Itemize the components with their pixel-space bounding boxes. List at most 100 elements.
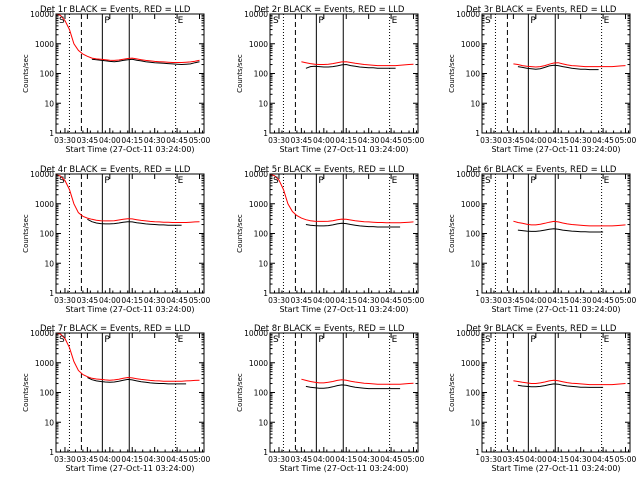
panel-title: Det 7r BLACK = Events, RED = LLD: [40, 324, 191, 334]
y-tick-label: 10000: [30, 170, 54, 179]
detector-panel: Det 1r BLACK = Events, RED = LLD 1 10 100 10…: [22, 5, 211, 154]
x-tick-label: 05:00: [403, 136, 425, 145]
marker-letter: P: [104, 335, 110, 345]
marker-letter: P: [104, 16, 110, 26]
panel-title: Det 2r BLACK = Events, RED = LLD: [254, 5, 405, 15]
marker-letter: S: [273, 335, 279, 345]
y-tick-label: 100: [466, 389, 481, 398]
y-tick-label: 1: [475, 448, 480, 457]
x-tick-label: 04:00: [525, 136, 547, 145]
y-tick-label: 10000: [456, 10, 480, 19]
x-tick-label: 05:00: [403, 455, 425, 464]
y-tick-label: 1000: [249, 359, 268, 368]
x-axis-title: Start Time (27-Oct-11 03:24:00): [65, 145, 194, 154]
x-tick-label: 04:00: [313, 136, 335, 145]
y-tick-label: 10: [44, 418, 54, 427]
x-tick-label: 04:15: [121, 136, 143, 145]
y-tick-label: 10000: [456, 170, 480, 179]
x-tick-label: 04:30: [570, 455, 592, 464]
x-axis-title: Start Time (27-Oct-11 03:24:00): [491, 305, 620, 314]
x-tick-label: 05:00: [615, 455, 637, 464]
y-tick-label: 100: [466, 230, 481, 239]
y-tick-label: 1000: [461, 200, 480, 209]
x-tick-label: 04:00: [313, 455, 335, 464]
y-tick-label: 1000: [35, 40, 54, 49]
plot-frame: [55, 13, 205, 134]
marker-letter: E: [178, 16, 184, 26]
y-tick-label: 10: [258, 418, 268, 427]
x-axis-title: Start Time (27-Oct-11 03:24:00): [279, 464, 408, 473]
marker-letter: P: [318, 176, 324, 186]
panel-title: Det 3r BLACK = Events, RED = LLD: [466, 5, 617, 15]
x-tick-label: 04:00: [525, 455, 547, 464]
detector-panel: Det 9r BLACK = Events, RED = LLD 1 10 100 10…: [448, 324, 637, 473]
x-tick-label: 04:00: [99, 455, 121, 464]
marker-letter: P: [318, 335, 324, 345]
plot-frame: [55, 332, 205, 453]
events-series-line: [305, 63, 396, 69]
x-tick-label: 04:45: [166, 136, 188, 145]
plot-frame: [55, 173, 205, 294]
lld-series-line: [513, 220, 626, 227]
y-tick-label: 1: [49, 289, 54, 298]
x-tick-label: 05:00: [615, 296, 637, 305]
y-tick-label: 1: [475, 289, 480, 298]
x-tick-label: 04:30: [358, 296, 380, 305]
x-tick-label: 04:00: [313, 296, 335, 305]
y-tick-label: 10000: [456, 329, 480, 338]
events-series-line: [517, 64, 599, 71]
x-tick-label: 03:45: [77, 296, 99, 305]
x-tick-label: 03:30: [268, 136, 290, 145]
marker-letter: P: [530, 176, 536, 186]
x-tick-label: 03:45: [503, 136, 525, 145]
y-tick-label: 1000: [461, 40, 480, 49]
y-axis-title: Counts/sec: [448, 54, 456, 93]
x-tick-label: 03:30: [480, 455, 502, 464]
marker-letter: E: [604, 335, 610, 345]
x-axis-title: Start Time (27-Oct-11 03:24:00): [279, 305, 408, 314]
x-tick-label: 04:45: [592, 136, 614, 145]
y-axis-title: Counts/sec: [22, 373, 30, 412]
marker-letter: E: [604, 176, 610, 186]
y-axis-title: Counts/sec: [448, 373, 456, 412]
x-tick-label: 04:30: [358, 455, 380, 464]
lld-series-line: [56, 333, 200, 382]
lld-series-line: [56, 14, 200, 63]
marker-letter: S: [485, 16, 491, 26]
events-series-line: [517, 228, 604, 233]
x-tick-label: 03:30: [54, 136, 76, 145]
y-tick-label: 10: [258, 259, 268, 268]
x-tick-label: 04:15: [335, 136, 357, 145]
y-tick-label: 100: [254, 389, 269, 398]
x-tick-label: 05:00: [189, 136, 211, 145]
y-tick-label: 10000: [244, 329, 268, 338]
x-axis-title: Start Time (27-Oct-11 03:24:00): [65, 464, 194, 473]
x-tick-label: 05:00: [403, 296, 425, 305]
y-tick-label: 100: [40, 389, 55, 398]
marker-letter: S: [59, 335, 65, 345]
y-tick-label: 10000: [244, 10, 268, 19]
y-tick-label: 100: [40, 230, 55, 239]
y-axis-title: Counts/sec: [236, 373, 244, 412]
x-tick-label: 04:15: [547, 455, 569, 464]
y-axis-title: Counts/sec: [22, 54, 30, 93]
events-series-line: [91, 58, 200, 66]
x-tick-label: 05:00: [615, 136, 637, 145]
x-tick-label: 05:00: [189, 455, 211, 464]
plot-frame: [269, 13, 419, 134]
plot-frame: [481, 332, 631, 453]
marker-letter: S: [273, 176, 279, 186]
x-tick-label: 04:15: [121, 296, 143, 305]
y-tick-label: 100: [254, 230, 269, 239]
y-tick-label: 1000: [249, 40, 268, 49]
x-tick-label: 03:45: [291, 296, 313, 305]
x-axis-title: Start Time (27-Oct-11 03:24:00): [279, 145, 408, 154]
x-tick-label: 03:30: [54, 296, 76, 305]
x-tick-label: 04:00: [525, 296, 547, 305]
marker-letter: E: [392, 176, 398, 186]
x-tick-label: 03:45: [77, 455, 99, 464]
x-tick-label: 05:00: [189, 296, 211, 305]
x-tick-label: 04:00: [99, 296, 121, 305]
x-tick-label: 04:00: [99, 136, 121, 145]
